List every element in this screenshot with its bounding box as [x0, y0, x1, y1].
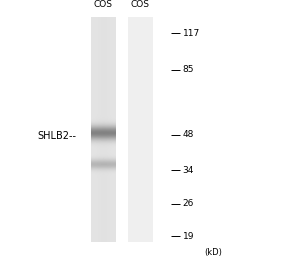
Text: 85: 85: [183, 65, 194, 74]
Text: 48: 48: [183, 130, 194, 139]
Text: 34: 34: [183, 166, 194, 175]
Text: 26: 26: [183, 199, 194, 208]
Text: COS: COS: [130, 0, 150, 9]
Text: 19: 19: [183, 232, 194, 241]
Text: COS: COS: [94, 0, 113, 9]
Text: SHLB2--: SHLB2--: [37, 131, 76, 141]
Text: 117: 117: [183, 29, 200, 37]
Text: (kD): (kD): [204, 248, 222, 257]
